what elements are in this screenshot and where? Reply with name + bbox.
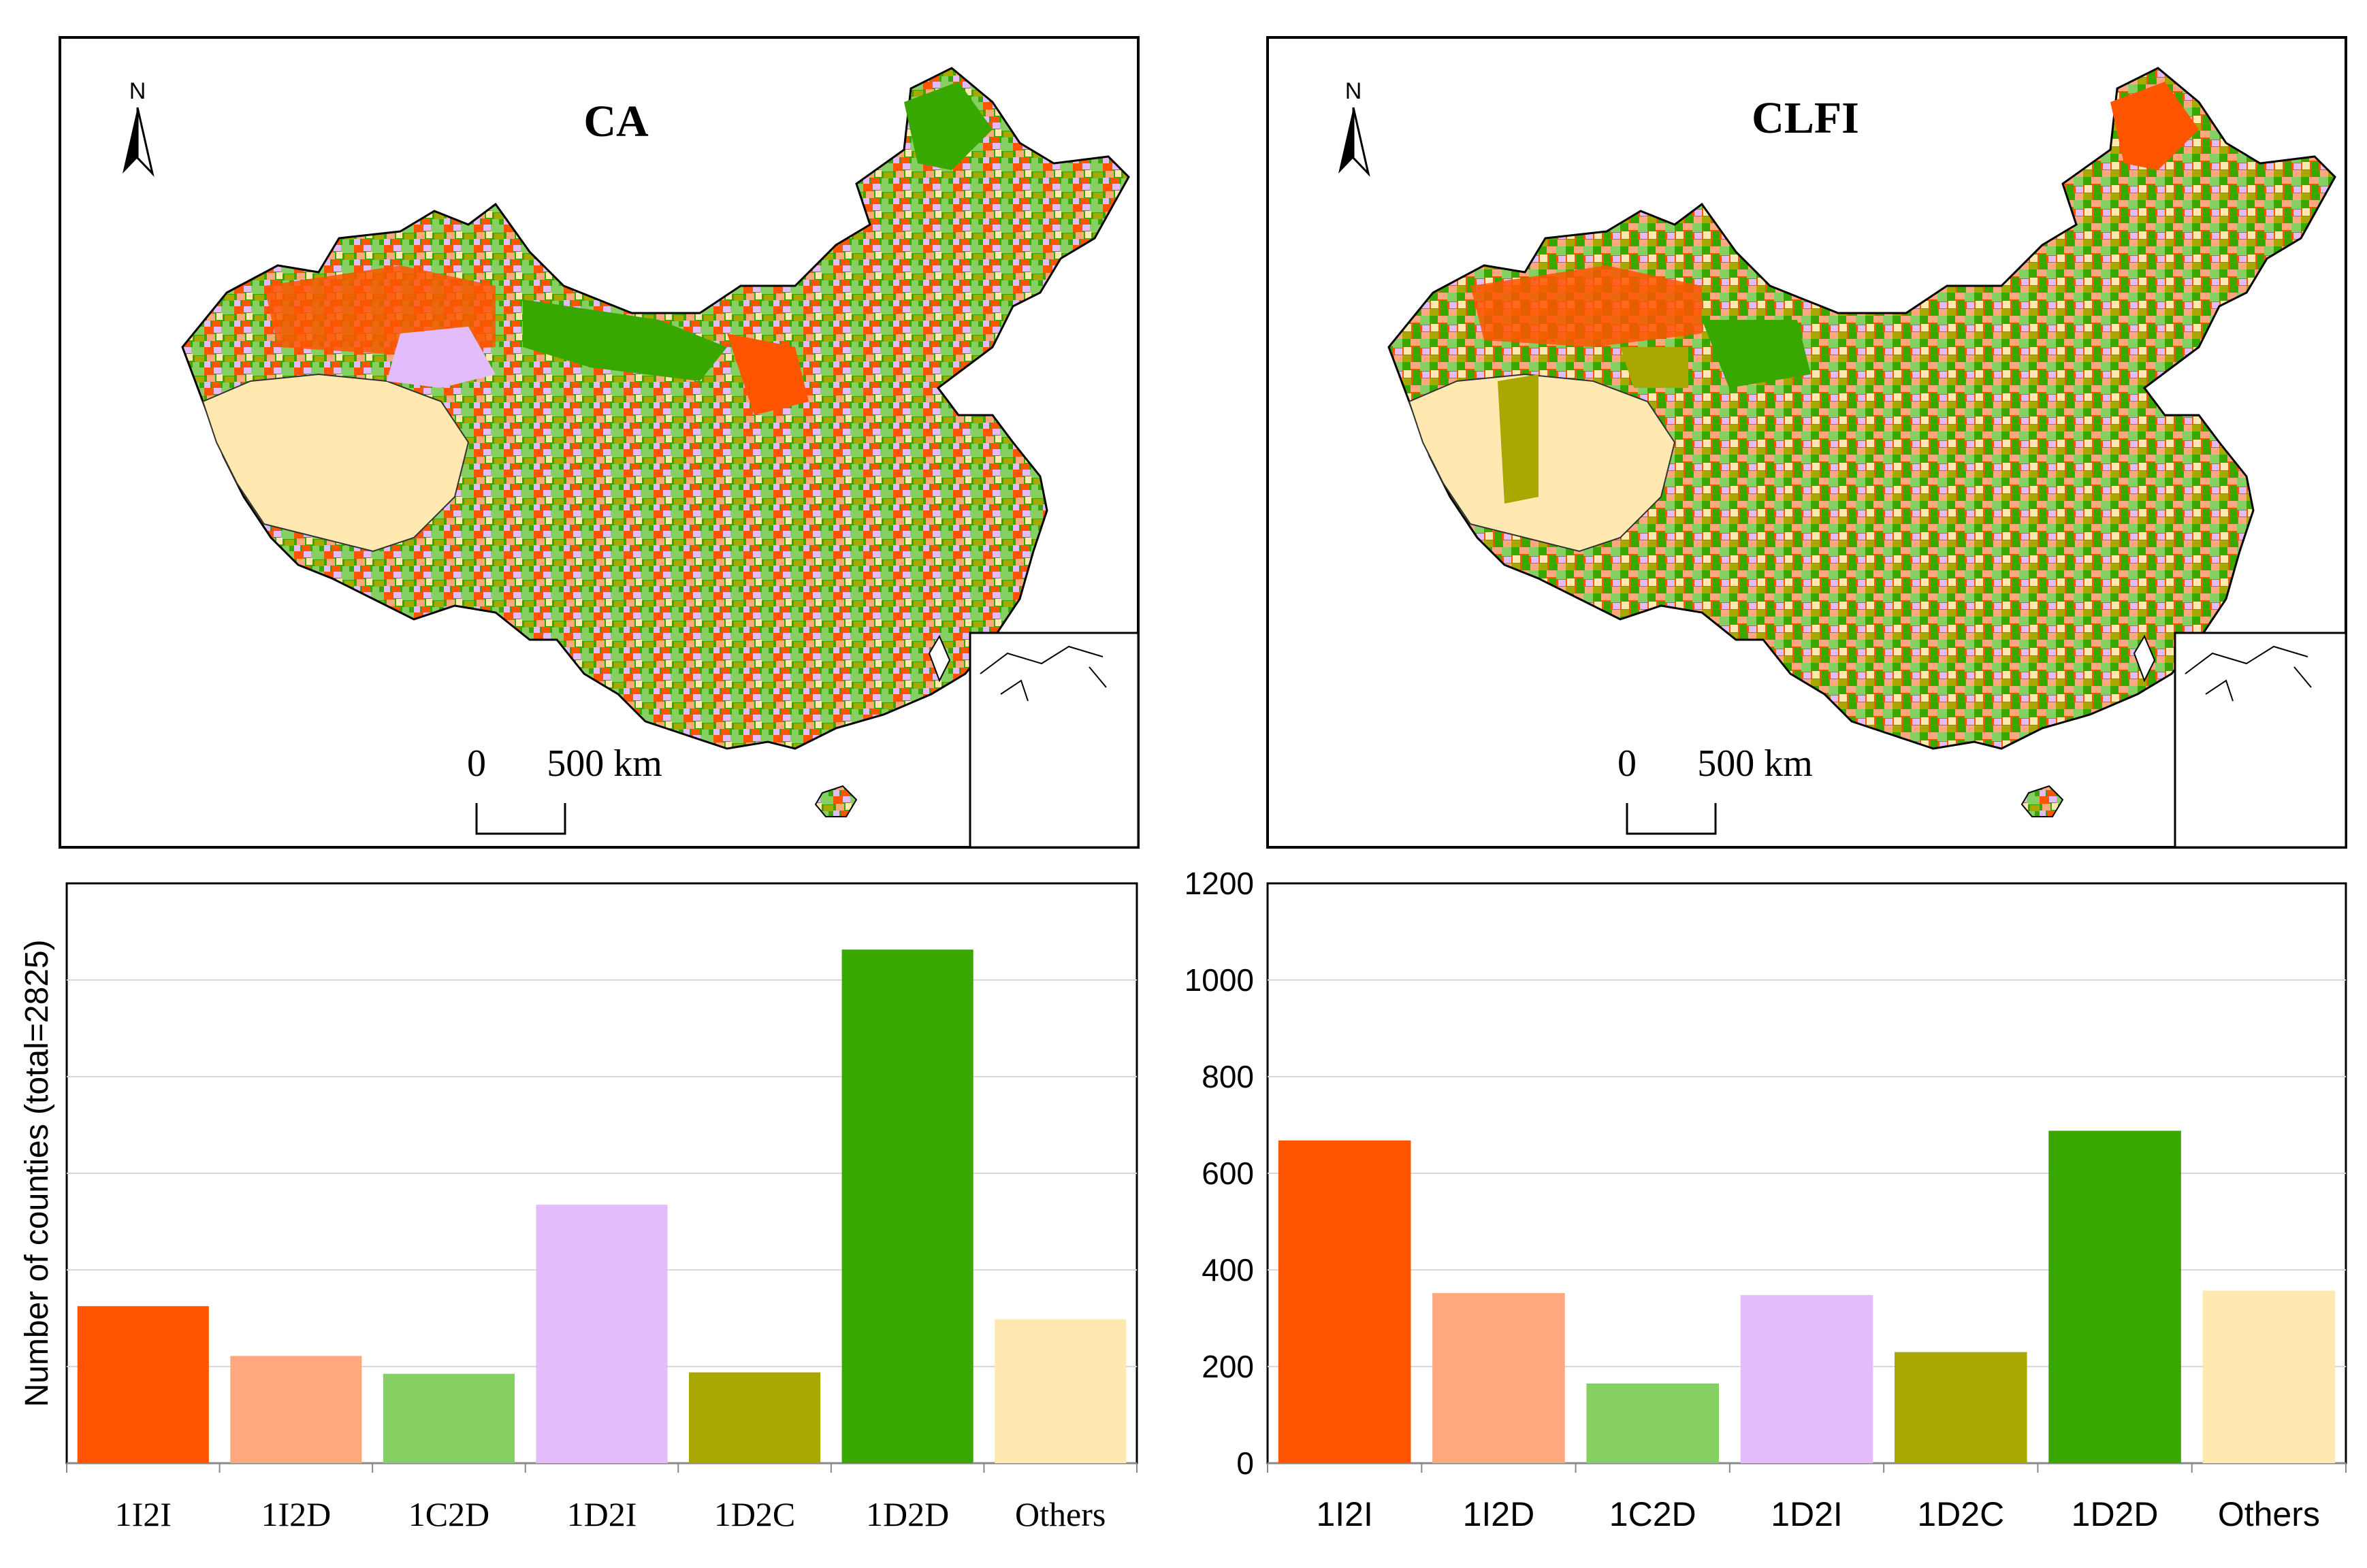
scale-label: 500 km [547, 742, 662, 785]
map-title: CLFI [1752, 93, 1859, 143]
bar-1D2D [2048, 1130, 2181, 1463]
bar-1I2I [1278, 1140, 1411, 1463]
bar-chart-clfi: 0 200 400 600 800 1000 1200 1I2I 1I2D 1C2D 1D2I 1D2… [1185, 866, 2347, 1533]
y-tick-label: 600 [1202, 1156, 1254, 1191]
x-tick-label: 1D2D [866, 1495, 949, 1533]
y-tick-label: 1000 [1185, 962, 1254, 998]
x-tick-label: 1I2I [1316, 1495, 1372, 1533]
bar-1D2I [536, 1205, 668, 1463]
x-tick-label: 1D2I [567, 1495, 637, 1533]
bar-1I2D [1432, 1293, 1565, 1463]
y-tick-label: 400 [1202, 1252, 1254, 1288]
y-tick-label: 800 [1202, 1059, 1254, 1094]
bar-1I2D [230, 1356, 362, 1463]
bar-1D2D [841, 949, 973, 1463]
north-label: N [129, 78, 146, 104]
x-tick-label: 1C2D [1609, 1495, 1696, 1533]
x-tick-label: 1I2D [1463, 1495, 1535, 1533]
x-tick-label: 1D2D [2072, 1495, 2159, 1533]
scale-bar [1626, 803, 1717, 835]
x-tick-label: Others [1015, 1495, 1106, 1533]
north-label: N [1345, 78, 1362, 104]
x-tick-label: 1I2I [115, 1495, 172, 1533]
map-title: CA [583, 97, 649, 146]
scale-label: 500 km [1697, 742, 1813, 785]
scale-zero: 0 [467, 742, 486, 785]
bar-Others [995, 1319, 1127, 1463]
map-panel-clfi: N CLFI 0 500 km [1266, 36, 2347, 849]
scale-zero: 0 [1617, 742, 1637, 785]
bar-1D2I [1740, 1294, 1873, 1463]
y-tick-label: 200 [1202, 1349, 1254, 1384]
y-tick-label: 0 [1236, 1446, 1254, 1481]
x-tick-label: 1D2I [1771, 1495, 1843, 1533]
bar-Others [2202, 1290, 2336, 1463]
scale-bar [475, 803, 566, 835]
bar-1C2D [383, 1373, 515, 1463]
south-china-sea-inset [969, 632, 1140, 849]
bar-1I2I [77, 1306, 209, 1463]
y-axis-label: Number of counties (total=2825) [19, 939, 55, 1407]
map-panel-ca: N CA 0 500 km [59, 36, 1140, 849]
bar-chart-ca: 1I2I 1I2D 1C2D 1D2I 1D2C 1D2D Others Number of … [19, 882, 1138, 1533]
south-china-sea-inset [2174, 632, 2347, 849]
bar-1D2C [1894, 1352, 2027, 1463]
y-tick-label: 1200 [1185, 866, 1254, 901]
x-tick-label: 1D2C [1917, 1495, 2004, 1533]
x-tick-label: 1I2D [261, 1495, 331, 1533]
x-tick-label: Others [2218, 1495, 2320, 1533]
bar-1D2C [689, 1372, 821, 1463]
bar-1C2D [1586, 1383, 1720, 1463]
x-tick-label: 1D2C [714, 1495, 795, 1533]
x-tick-label: 1C2D [408, 1495, 489, 1533]
